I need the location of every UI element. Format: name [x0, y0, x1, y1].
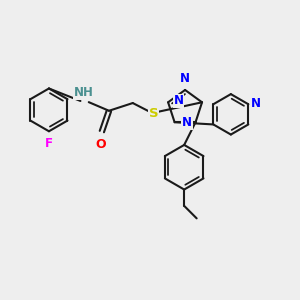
- Text: F: F: [45, 137, 53, 150]
- Text: NH: NH: [74, 86, 94, 99]
- Text: S: S: [149, 107, 158, 120]
- Text: O: O: [95, 138, 106, 151]
- Text: N: N: [180, 72, 190, 85]
- Text: N: N: [251, 97, 261, 110]
- Text: N: N: [182, 116, 192, 129]
- Text: N: N: [173, 94, 184, 107]
